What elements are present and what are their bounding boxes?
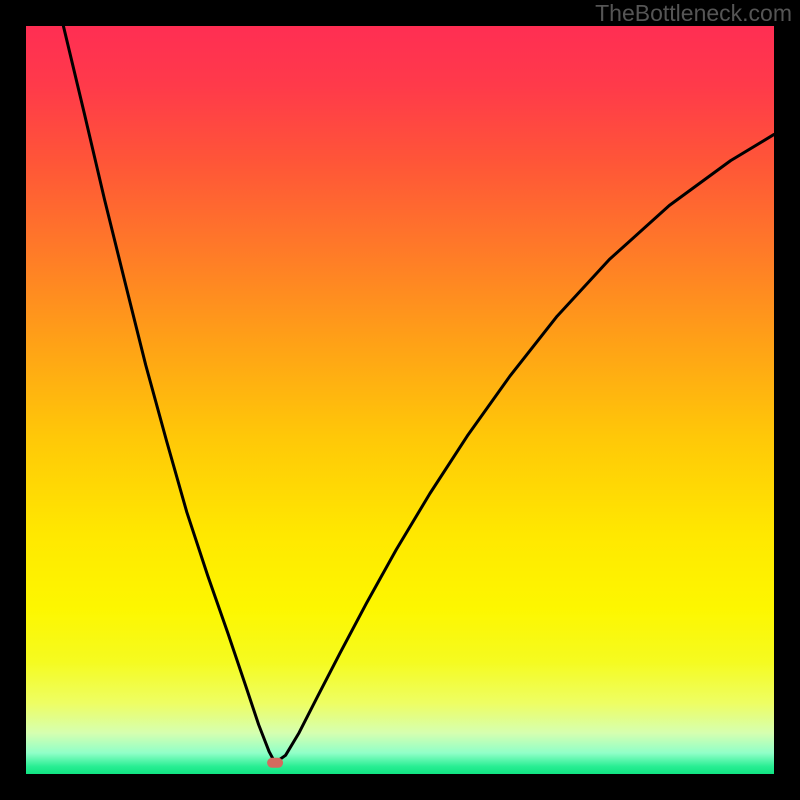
watermark-text: TheBottleneck.com (595, 0, 792, 27)
bottleneck-curve-chart (0, 0, 800, 800)
plot-background (26, 26, 774, 774)
optimal-point-marker (267, 758, 283, 768)
